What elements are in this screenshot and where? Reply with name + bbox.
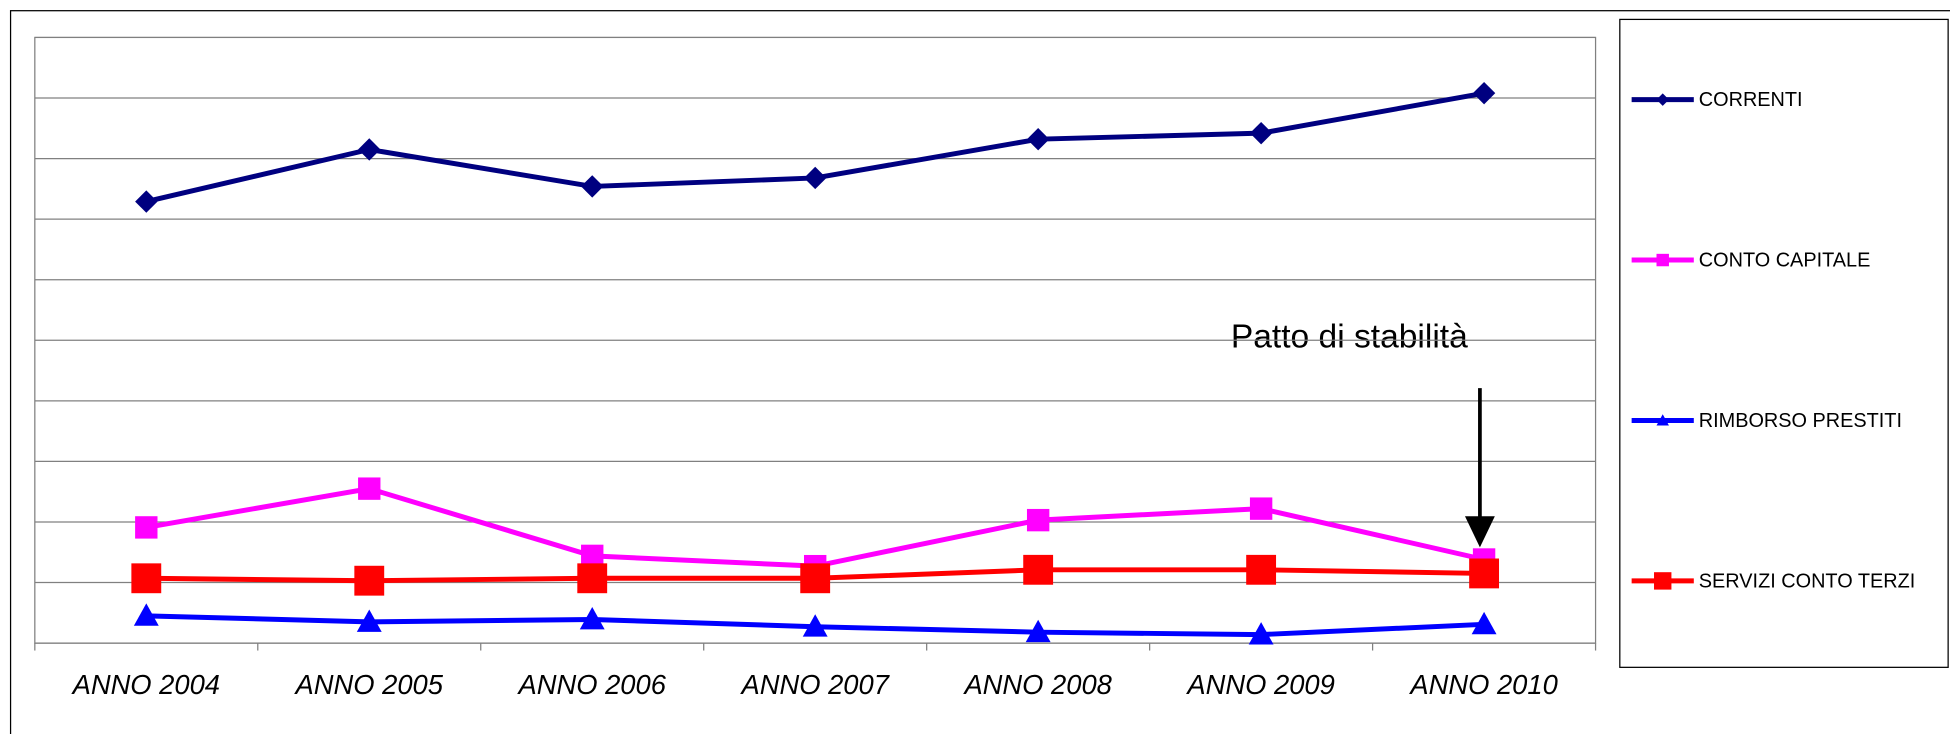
marker [802, 614, 828, 637]
x-tick-label: ANNO 2004 [71, 669, 220, 700]
marker [1246, 554, 1277, 585]
marker [1249, 497, 1273, 520]
marker [1656, 253, 1669, 267]
chart-border [9, 10, 1950, 734]
x-tick-label: ANNO 2010 [1408, 669, 1557, 700]
x-tick-label: ANNO 2006 [517, 669, 667, 700]
marker [1026, 508, 1050, 532]
marker [1023, 554, 1054, 585]
marker [131, 563, 162, 594]
legend-label: CORRENTI [1699, 89, 1803, 111]
annotation: Patto di stabilità [1231, 318, 1468, 355]
marker [800, 563, 831, 594]
marker [354, 565, 385, 596]
annotation-arrowhead [1464, 516, 1495, 548]
legend-label: SERVIZI CONTO TERZI [1699, 570, 1915, 592]
marker [577, 563, 608, 594]
marker [1471, 611, 1497, 635]
marker [1654, 572, 1672, 590]
legend-label: RIMBORSO PRESTITI [1699, 410, 1902, 432]
marker [581, 544, 604, 568]
marker [1025, 619, 1051, 643]
x-tick-label: ANNO 2009 [1185, 669, 1334, 700]
legend-box [1619, 18, 1949, 668]
marker [1248, 622, 1274, 645]
x-tick-label: ANNO 2005 [294, 669, 444, 700]
marker [1656, 414, 1669, 426]
marker [1469, 558, 1500, 589]
marker [135, 516, 158, 539]
legend-label: CONTO CAPITALE [1699, 250, 1871, 272]
marker [135, 190, 158, 213]
x-tick-label: ANNO 2008 [962, 669, 1112, 700]
marker [804, 166, 827, 190]
marker [358, 477, 381, 500]
marker [1472, 81, 1496, 105]
marker [133, 603, 159, 626]
marker [1656, 93, 1669, 106]
marker [579, 607, 605, 630]
marker [1249, 121, 1273, 145]
x-tick-label: ANNO 2007 [739, 669, 890, 700]
marker [356, 609, 382, 632]
